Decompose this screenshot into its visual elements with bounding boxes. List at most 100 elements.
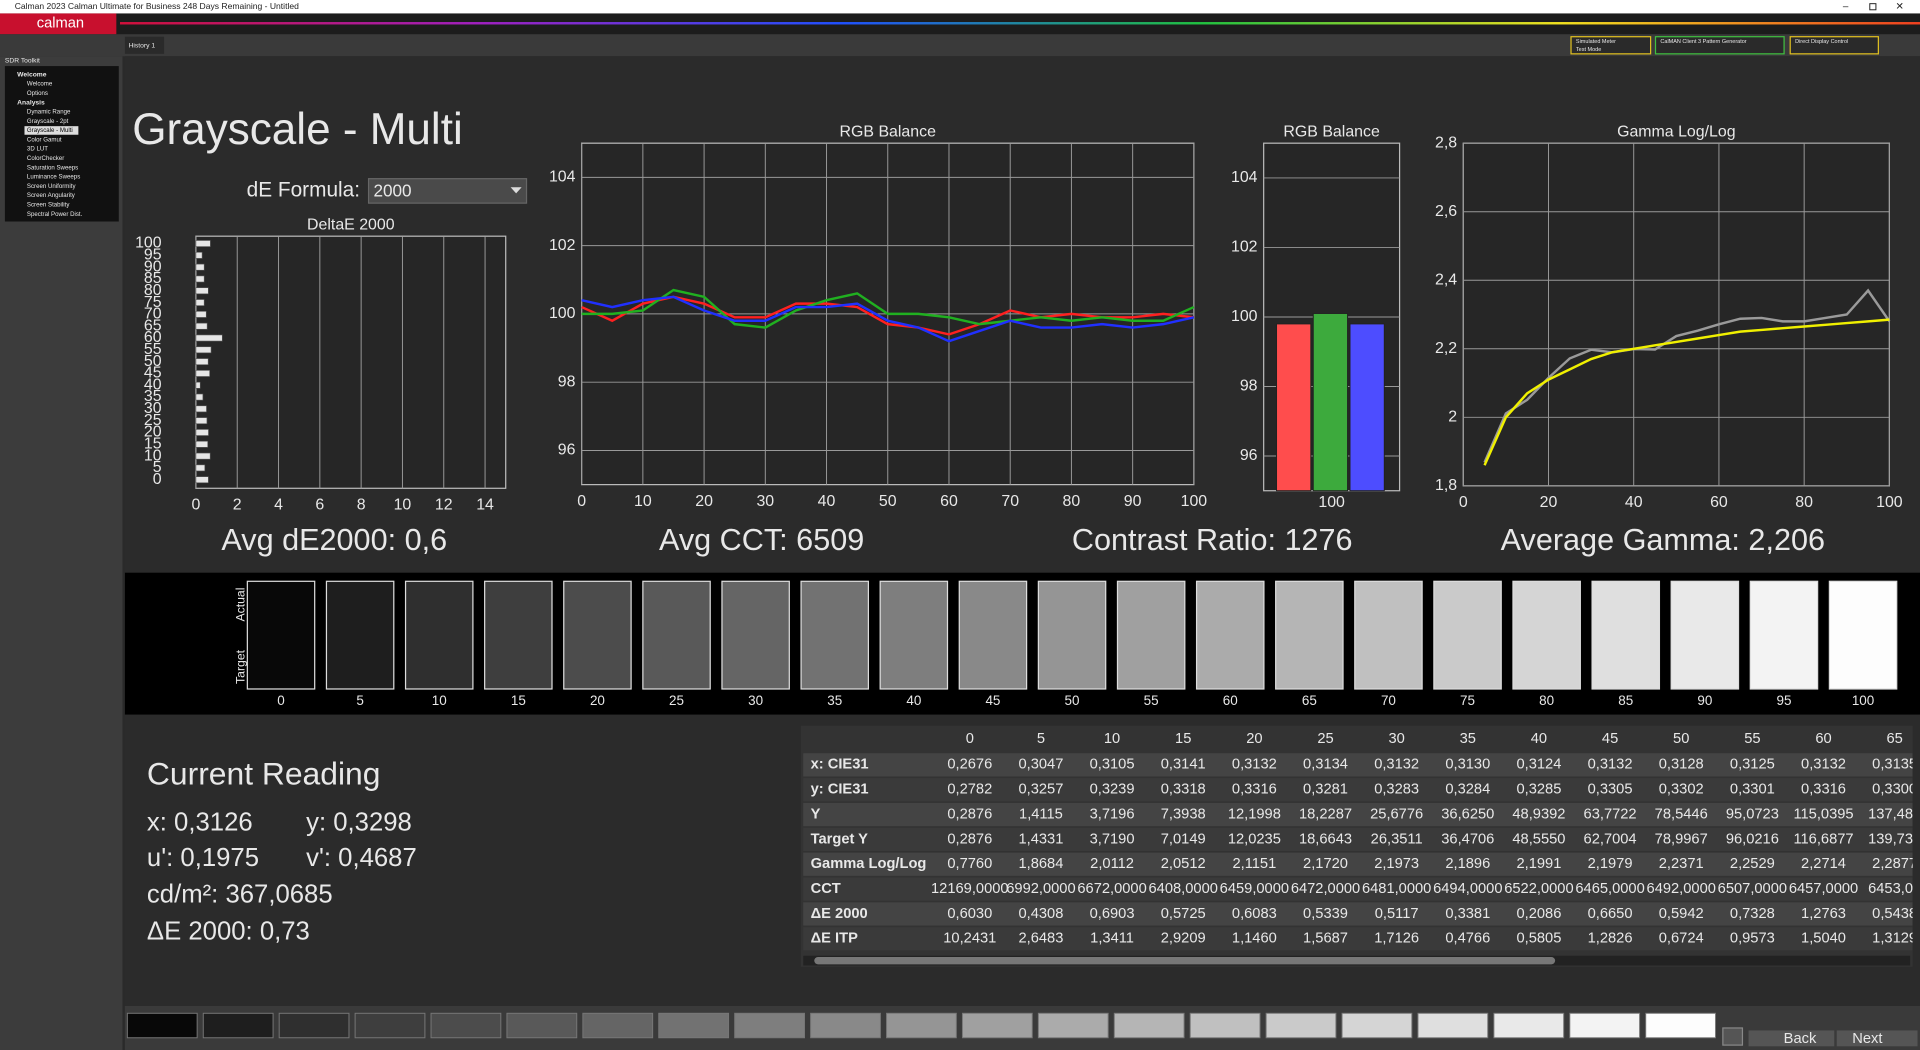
tree-item[interactable]: Color Gamut bbox=[27, 136, 62, 143]
thumbnail[interactable] bbox=[1341, 1012, 1413, 1039]
table-cell: 63,7722 bbox=[1584, 806, 1637, 822]
swatch-label: 60 bbox=[1223, 693, 1238, 708]
swatch bbox=[563, 580, 632, 690]
tree-selection bbox=[24, 126, 79, 135]
reading-x: x: 0,3126 bbox=[147, 808, 253, 836]
table-cell: 0,3316 bbox=[1232, 782, 1277, 798]
y-tick-label: 85 bbox=[144, 270, 162, 287]
table-cell: 2,1896 bbox=[1445, 856, 1490, 872]
bar bbox=[195, 452, 211, 460]
thumbnail[interactable] bbox=[886, 1012, 957, 1039]
y-tick-label: 98 bbox=[558, 373, 576, 390]
stop-button[interactable] bbox=[1722, 1027, 1744, 1046]
logo-button[interactable] bbox=[0, 13, 117, 35]
series-line bbox=[1483, 288, 1891, 463]
tab[interactable] bbox=[124, 36, 165, 54]
close-button[interactable]: ✕ bbox=[1896, 1, 1904, 12]
thumbnail[interactable] bbox=[354, 1012, 426, 1039]
tree-item[interactable]: Welcome bbox=[27, 81, 53, 88]
minimize-button[interactable]: – bbox=[1843, 1, 1849, 12]
table-cell: 12169,0000 bbox=[931, 881, 1009, 897]
row-label: ΔE 2000 bbox=[811, 906, 868, 922]
bar bbox=[195, 476, 209, 484]
table-cell: 0,5438 bbox=[1872, 906, 1917, 922]
y-tick-label: 80 bbox=[144, 282, 162, 299]
thumbnail[interactable] bbox=[734, 1012, 805, 1039]
swatch-label: 55 bbox=[1144, 693, 1159, 708]
thumbnail[interactable] bbox=[278, 1012, 350, 1039]
table-cell: 0,3128 bbox=[1659, 757, 1704, 773]
swatch-label: 30 bbox=[748, 693, 763, 708]
thumbnail[interactable] bbox=[658, 1012, 730, 1039]
table-header: 55 bbox=[1744, 731, 1760, 747]
reading-title: Current Reading bbox=[147, 755, 380, 791]
bar bbox=[195, 429, 209, 436]
table-cell: 6494,0000 bbox=[1433, 881, 1502, 897]
tree-item[interactable]: Screen Angularity bbox=[27, 192, 76, 199]
tree-item[interactable]: Grayscale - 2pt bbox=[27, 118, 69, 125]
next-button[interactable] bbox=[1836, 1030, 1918, 1047]
back-button[interactable] bbox=[1748, 1030, 1835, 1047]
swatch-label: 45 bbox=[985, 693, 1000, 708]
tree-item[interactable]: Screen Stability bbox=[27, 201, 70, 208]
swatches: 0 5 10 15 20 25 30 35 40 45 50 55 60 65 70 75 80 85 90 95 10… bbox=[246, 580, 1898, 708]
thumbnail[interactable] bbox=[1569, 1012, 1641, 1039]
thumbnail[interactable] bbox=[1645, 1012, 1716, 1039]
table-cell: 6492,0000 bbox=[1647, 881, 1716, 897]
bar bbox=[1276, 323, 1312, 492]
meter-selector[interactable] bbox=[1570, 36, 1652, 55]
thumbnail[interactable] bbox=[1265, 1012, 1337, 1039]
tree-group[interactable]: Welcome bbox=[17, 71, 47, 78]
swatch bbox=[1354, 580, 1423, 690]
tree-item[interactable]: Screen Uniformity bbox=[27, 183, 77, 190]
y-tick-label: 5 bbox=[153, 459, 162, 476]
table-body: 0 5 10 15 20 25 30 35 40 45 50 55 60 65 x: CIE31 0,2676… bbox=[803, 731, 1920, 951]
y-tick-label: 75 bbox=[144, 294, 162, 311]
table-cell: 1,4331 bbox=[1018, 831, 1063, 847]
table-cell: 139,739 bbox=[1868, 831, 1920, 847]
generator-selector[interactable] bbox=[1654, 36, 1785, 55]
table-cell: 2,2371 bbox=[1659, 856, 1704, 872]
thumbnail[interactable] bbox=[1417, 1012, 1489, 1039]
x-tick-label: 100 bbox=[1876, 494, 1903, 511]
tree-item[interactable]: 3D LUT bbox=[27, 146, 48, 153]
y-tick-label: 2,2 bbox=[1435, 340, 1457, 357]
thumbnail[interactable] bbox=[1493, 1012, 1565, 1039]
thumbnail[interactable] bbox=[430, 1012, 502, 1039]
table-cell: 78,9967 bbox=[1655, 831, 1708, 847]
tree-item[interactable]: ColorChecker bbox=[27, 155, 64, 162]
tree-item[interactable]: Dynamic Range bbox=[27, 108, 71, 115]
thumbnail[interactable] bbox=[202, 1012, 274, 1039]
display-selector[interactable] bbox=[1789, 36, 1879, 55]
series-line bbox=[581, 295, 1195, 336]
tree-item[interactable]: Grayscale - Multi bbox=[27, 127, 73, 134]
table-cell: 1,4115 bbox=[1019, 806, 1063, 822]
bar bbox=[195, 263, 205, 271]
thumbnail[interactable] bbox=[1113, 1012, 1185, 1039]
bar bbox=[195, 311, 207, 318]
thumbnail[interactable] bbox=[961, 1012, 1033, 1039]
tree-item[interactable]: Spectral Power Dist. bbox=[27, 211, 83, 218]
thumbnail[interactable] bbox=[810, 1012, 881, 1039]
thumbnail[interactable] bbox=[1037, 1012, 1109, 1039]
x-tick-label: 8 bbox=[357, 497, 366, 514]
x-tick-label: 40 bbox=[1625, 494, 1643, 511]
scrollbar-thumb[interactable] bbox=[814, 956, 1556, 965]
thumbnail[interactable] bbox=[582, 1012, 654, 1039]
maximize-button[interactable] bbox=[1869, 3, 1877, 11]
formula-dropdown[interactable] bbox=[367, 178, 528, 204]
bar bbox=[195, 405, 207, 413]
tree-group[interactable]: Analysis bbox=[17, 99, 45, 106]
stat-gamma: Average Gamma: 2,206 bbox=[1501, 523, 1825, 557]
table-cell: 6453,00 bbox=[1868, 881, 1920, 897]
sidebar-title: SDR Toolkit bbox=[5, 57, 40, 64]
x-tick-label: 20 bbox=[695, 493, 713, 510]
tree-item[interactable]: Options bbox=[27, 90, 48, 97]
thumbnail[interactable] bbox=[126, 1012, 198, 1039]
thumbnail[interactable] bbox=[506, 1012, 578, 1039]
thumbnail[interactable] bbox=[1189, 1012, 1261, 1039]
tree-item[interactable]: Luminance Sweeps bbox=[27, 174, 80, 181]
tree-item[interactable]: Saturation Sweeps bbox=[27, 164, 78, 171]
table-cell: 6507,0000 bbox=[1718, 881, 1787, 897]
table-cell: 0,3125 bbox=[1730, 757, 1775, 773]
